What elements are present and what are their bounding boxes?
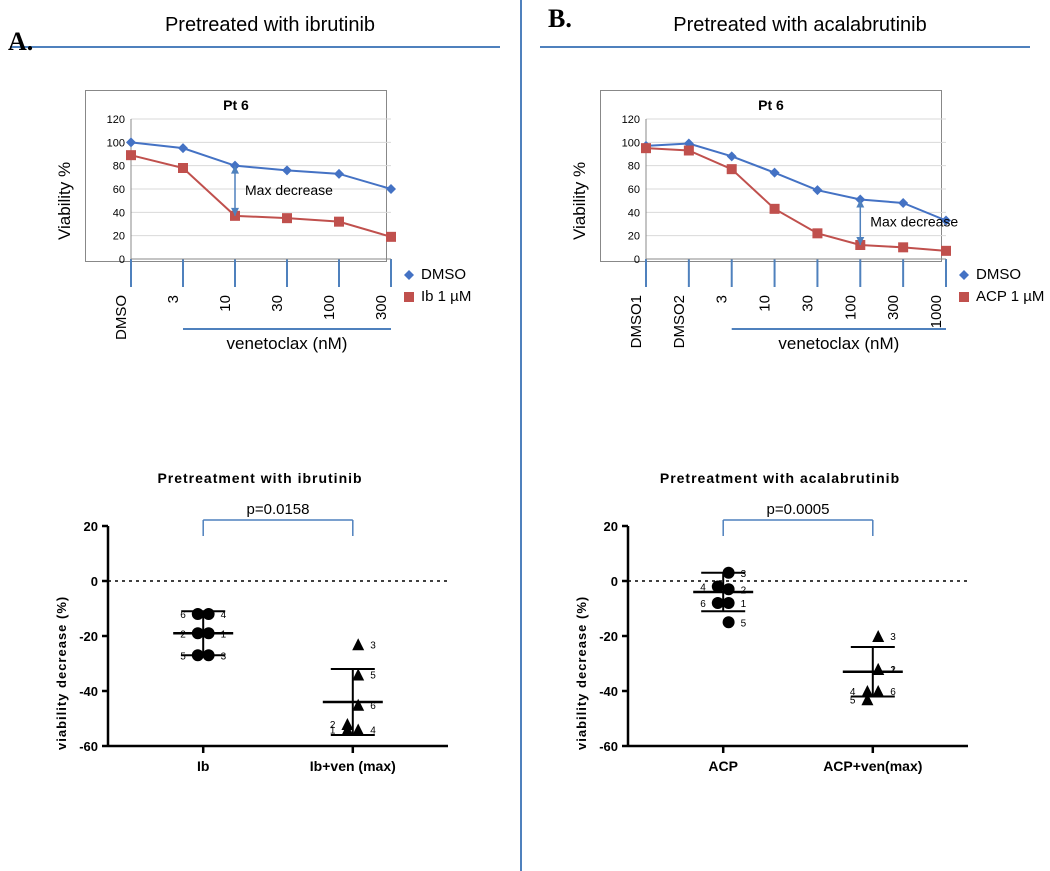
svg-text:-20: -20	[79, 629, 98, 644]
svg-text:6: 6	[890, 687, 896, 698]
header-rule-b	[540, 46, 1030, 48]
svg-text:4: 4	[370, 726, 376, 737]
svg-text:p=0.0158: p=0.0158	[247, 501, 310, 518]
panel-letter-b: B.	[548, 4, 572, 34]
svg-text:-40: -40	[599, 684, 618, 699]
header-title-a: Pretreated with ibrutinib	[60, 14, 480, 37]
svg-text:5: 5	[370, 671, 376, 682]
svg-text:ACP 1 µM: ACP 1 µM	[976, 288, 1044, 305]
svg-text:80: 80	[628, 161, 640, 173]
svg-text:3: 3	[741, 569, 747, 580]
svg-text:5: 5	[180, 651, 186, 662]
svg-text:60: 60	[628, 184, 640, 196]
svg-text:80: 80	[113, 161, 125, 173]
y-axis-label: Viability %	[570, 162, 590, 240]
svg-text:10: 10	[757, 295, 774, 312]
svg-text:300: 300	[885, 295, 902, 320]
svg-text:10: 10	[217, 295, 234, 312]
svg-text:0: 0	[119, 254, 125, 266]
scatter-title: Pretreatment with ibrutinib	[60, 470, 460, 486]
svg-text:20: 20	[113, 231, 125, 243]
svg-text:-40: -40	[79, 684, 98, 699]
svg-text:3: 3	[221, 651, 227, 662]
svg-text:Ib: Ib	[197, 758, 209, 774]
svg-text:3: 3	[370, 640, 376, 651]
svg-text:100: 100	[107, 137, 125, 149]
svg-text:0: 0	[91, 574, 98, 589]
svg-text:20: 20	[628, 231, 640, 243]
svg-text:40: 40	[628, 207, 640, 219]
svg-text:1: 1	[741, 599, 747, 610]
svg-text:Ib+ven (max): Ib+ven (max)	[310, 758, 396, 774]
svg-text:300: 300	[373, 295, 390, 320]
svg-text:20: 20	[604, 519, 618, 534]
svg-text:DMSO1: DMSO1	[628, 295, 645, 348]
svg-text:120: 120	[622, 114, 640, 126]
svg-text:venetoclax (nM): venetoclax (nM)	[227, 334, 348, 353]
svg-text:ACP: ACP	[708, 758, 738, 774]
svg-text:DMSO: DMSO	[421, 266, 466, 283]
svg-text:2: 2	[890, 665, 896, 676]
svg-text:120: 120	[107, 114, 125, 126]
svg-text:DMSO: DMSO	[976, 266, 1021, 283]
svg-text:6: 6	[700, 599, 706, 610]
svg-text:DMSO: DMSO	[113, 295, 130, 340]
svg-text:-20: -20	[599, 629, 618, 644]
svg-text:0: 0	[634, 254, 640, 266]
bottom-chart-a: Pretreatment with ibrutinib p=0.0158 -60 -…	[60, 470, 460, 811]
svg-text:3: 3	[714, 295, 731, 303]
vertical-divider	[520, 0, 522, 871]
svg-text:Max decrease: Max decrease	[245, 182, 333, 198]
svg-text:6: 6	[180, 610, 186, 621]
svg-text:-60: -60	[599, 739, 618, 754]
svg-text:100: 100	[622, 137, 640, 149]
top-chart-a: Pt 6 020406080100120DMSO31030100300Max d…	[85, 90, 387, 262]
svg-text:3: 3	[165, 295, 182, 303]
svg-text:DMSO2: DMSO2	[671, 295, 688, 348]
svg-text:p=0.0005: p=0.0005	[767, 501, 830, 518]
svg-text:1: 1	[221, 629, 227, 640]
svg-text:-60: -60	[79, 739, 98, 754]
scatter-ylabel: viability decrease (%)	[54, 596, 69, 750]
svg-text:40: 40	[113, 207, 125, 219]
top-chart-b: Pt 6 020406080100120DMSO1DMSO23103010030…	[600, 90, 942, 262]
svg-text:2: 2	[180, 629, 186, 640]
svg-text:1: 1	[330, 726, 336, 737]
svg-text:Ib 1 µM: Ib 1 µM	[421, 288, 471, 305]
svg-text:100: 100	[321, 295, 338, 320]
svg-text:Max decrease: Max decrease	[870, 213, 958, 229]
svg-text:100: 100	[842, 295, 859, 320]
svg-text:5: 5	[741, 618, 747, 629]
svg-text:30: 30	[799, 295, 816, 312]
svg-text:6: 6	[370, 701, 376, 712]
svg-text:4: 4	[221, 610, 227, 621]
scatter-ylabel: viability decrease (%)	[574, 596, 589, 750]
svg-text:venetoclax (nM): venetoclax (nM)	[778, 334, 899, 353]
y-axis-label: Viability %	[55, 162, 75, 240]
scatter-title: Pretreatment with acalabrutinib	[580, 470, 980, 486]
svg-text:30: 30	[269, 295, 286, 312]
svg-text:4: 4	[700, 583, 706, 594]
panel-letter-a: A.	[8, 27, 33, 57]
svg-text:ACP+ven(max): ACP+ven(max)	[823, 758, 922, 774]
svg-text:3: 3	[890, 632, 896, 643]
svg-text:20: 20	[84, 519, 98, 534]
header-title-b: Pretreated with acalabrutinib	[590, 14, 1010, 37]
bottom-chart-b: Pretreatment with acalabrutinib p=0.0005…	[580, 470, 980, 811]
header-rule-a	[10, 46, 500, 48]
svg-text:0: 0	[611, 574, 618, 589]
svg-text:2: 2	[741, 585, 747, 596]
svg-text:5: 5	[850, 695, 856, 706]
svg-text:1000: 1000	[928, 295, 945, 328]
svg-text:60: 60	[113, 184, 125, 196]
